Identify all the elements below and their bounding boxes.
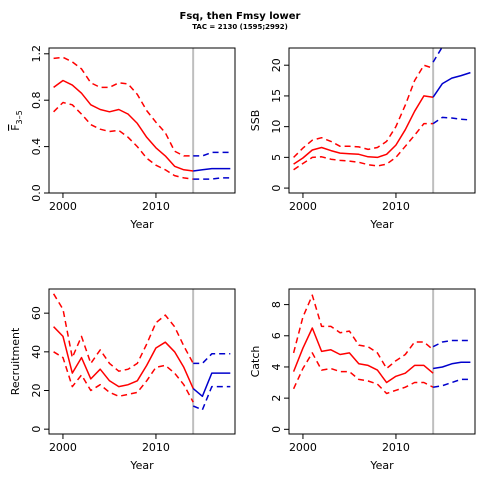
series-group xyxy=(292,294,471,395)
series-line-historical-median xyxy=(53,79,194,172)
series-line-projection-lower xyxy=(432,116,471,125)
y-tick-label: 60 xyxy=(30,306,43,320)
y-tick-label: 5 xyxy=(270,154,283,161)
series-group xyxy=(293,48,471,171)
y-axis-label: F3–5 xyxy=(9,110,24,131)
x-tick-label: 2010 xyxy=(382,441,410,454)
x-tick-label: 2000 xyxy=(289,441,317,454)
y-tick-label: 0.4 xyxy=(30,138,43,156)
figure-title: Fsq, then Fmsy lower xyxy=(179,11,301,22)
series-group xyxy=(53,56,231,180)
series-line-projection-upper xyxy=(193,151,231,157)
x-tick-label: 2010 xyxy=(142,441,170,454)
x-tick-label: 2000 xyxy=(289,200,317,213)
series-line-historical-lower xyxy=(53,101,194,180)
y-axis-label-main: Recruitment xyxy=(9,327,22,395)
series-line-historical-upper xyxy=(292,294,434,370)
plot-frame xyxy=(288,47,476,194)
series-line-projection-upper xyxy=(432,339,471,348)
y-tick-label: 0.8 xyxy=(30,91,43,109)
y-axis-label: Recruitment xyxy=(9,327,22,395)
panel-ssb: 2000 2010 0 5 10 15 20 Year SSB xyxy=(249,47,476,231)
y-tick-label: 4 xyxy=(270,363,283,370)
series-line-projection-upper xyxy=(193,353,231,365)
x-axis-label: Year xyxy=(369,459,394,472)
figure-subtitle: TAC = 2130 (1595;2992) xyxy=(192,23,288,31)
series-line-historical-upper xyxy=(53,56,194,157)
series-line-historical-median xyxy=(293,95,434,165)
series-line-historical-lower xyxy=(293,122,434,171)
y-axis-label-sub: 3–5 xyxy=(15,110,24,124)
y-axis-label-main: Catch xyxy=(249,346,262,378)
series-line-historical-upper xyxy=(52,293,194,372)
y-axis-label: Catch xyxy=(249,346,262,378)
y-tick-label: 20 xyxy=(270,58,283,72)
y-tick-label: 8 xyxy=(270,301,283,308)
plot-frame xyxy=(48,47,236,194)
y-tick-label: 6 xyxy=(270,332,283,339)
series-line-projection-median xyxy=(193,167,231,172)
series-line-projection-median xyxy=(432,361,471,370)
x-tick-label: 2000 xyxy=(49,441,77,454)
x-tick-label: 2000 xyxy=(49,200,77,213)
series-line-historical-median xyxy=(53,326,194,389)
y-axis-label: SSB xyxy=(249,110,262,132)
panel-f: 2000 2010 0.0 0.4 0.8 1.2 Year F3–5 xyxy=(9,45,236,231)
series-line-projection-lower xyxy=(192,385,231,411)
y-tick-label: 2 xyxy=(270,395,283,402)
plot-frame xyxy=(288,288,476,435)
y-tick-label: 15 xyxy=(270,89,283,103)
panel-catch: 2000 2010 0 2 4 6 8 Year Catch xyxy=(249,288,476,472)
x-axis-label: Year xyxy=(129,459,154,472)
y-tick-label: 0 xyxy=(270,426,283,433)
series-line-projection-median xyxy=(432,71,471,98)
series-line-projection-lower xyxy=(193,177,231,180)
y-tick-label: 1.2 xyxy=(30,45,43,63)
series-line-historical-lower xyxy=(53,351,194,403)
x-tick-label: 2010 xyxy=(142,200,170,213)
y-axis-label-main: F xyxy=(9,124,22,130)
plot-frame xyxy=(48,288,236,435)
x-axis-label: Year xyxy=(369,218,394,231)
y-tick-label: 10 xyxy=(270,120,283,134)
y-tick-label: 20 xyxy=(30,384,43,398)
y-tick-label: 40 xyxy=(30,345,43,359)
y-tick-label: 0 xyxy=(270,185,283,192)
panel-recruitment: 2000 2010 0 20 40 60 Year Recruitment xyxy=(9,288,236,472)
series-line-projection-lower xyxy=(432,378,471,388)
series-line-historical-median xyxy=(292,327,434,384)
y-tick-label: 0.0 xyxy=(30,184,43,202)
y-tick-label: 0 xyxy=(30,426,43,433)
x-tick-label: 2010 xyxy=(382,200,410,213)
y-axis-label-main: SSB xyxy=(249,110,262,132)
series-group xyxy=(52,293,231,411)
series-line-projection-upper xyxy=(432,48,443,63)
series-line-projection-median xyxy=(192,372,231,398)
series-line-historical-lower xyxy=(292,352,434,395)
x-axis-label: Year xyxy=(129,218,154,231)
series-line-historical-upper xyxy=(293,64,434,158)
